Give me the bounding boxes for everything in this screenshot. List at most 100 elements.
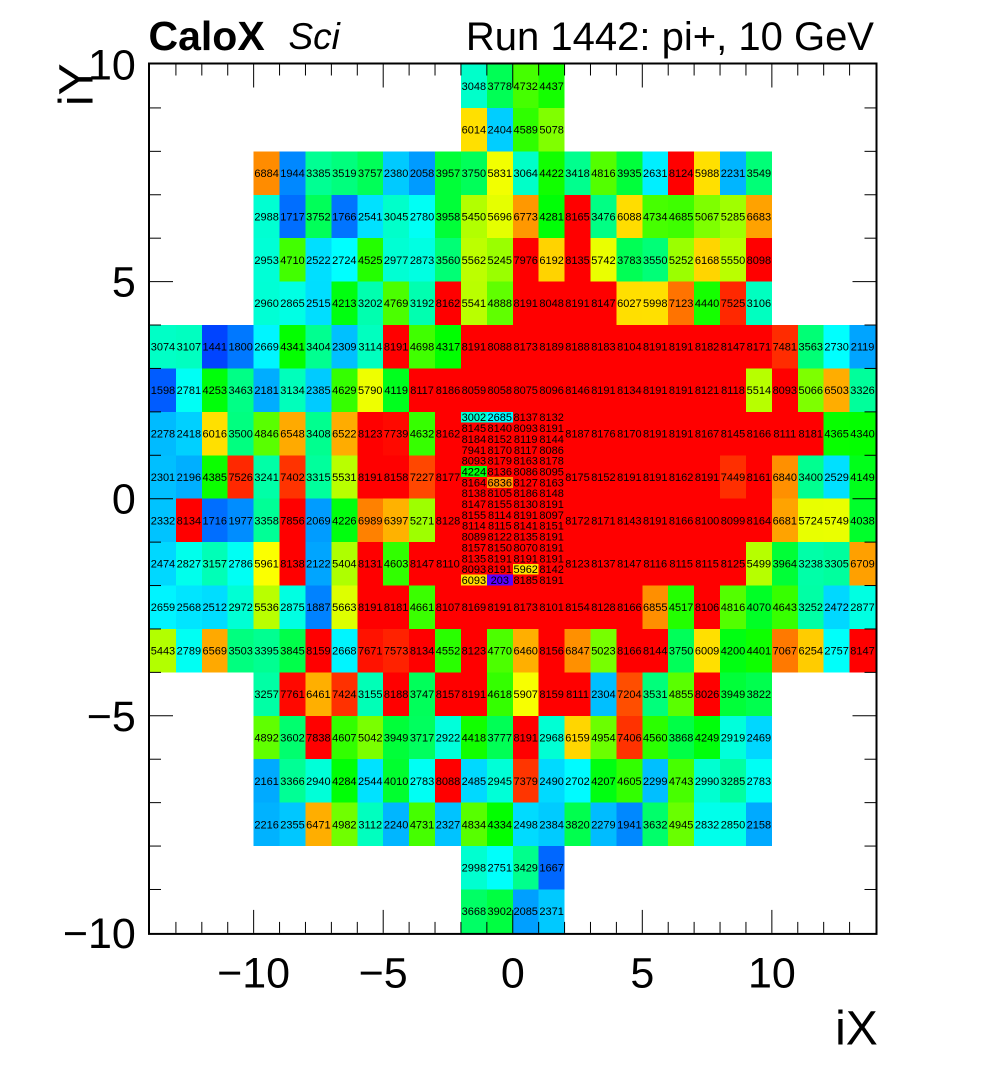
svg-text:8088: 8088	[488, 342, 512, 354]
svg-text:5998: 5998	[643, 298, 667, 310]
svg-text:5042: 5042	[358, 732, 382, 744]
svg-text:−5: −5	[359, 950, 408, 998]
svg-text:3418: 3418	[565, 168, 589, 180]
svg-text:4770: 4770	[488, 646, 512, 658]
svg-text:3777: 3777	[488, 732, 512, 744]
svg-text:5541: 5541	[462, 298, 486, 310]
svg-text:7526: 7526	[228, 472, 252, 484]
svg-text:6709: 6709	[850, 559, 874, 571]
svg-text:5499: 5499	[747, 559, 771, 571]
svg-text:3045: 3045	[384, 211, 408, 223]
svg-text:5: 5	[630, 950, 654, 998]
svg-text:3408: 3408	[306, 428, 330, 440]
svg-text:2631: 2631	[643, 168, 667, 180]
svg-text:2474: 2474	[151, 559, 175, 571]
svg-text:8191: 8191	[488, 602, 512, 614]
svg-text:8188: 8188	[565, 342, 589, 354]
svg-text:3717: 3717	[410, 732, 434, 744]
svg-text:8170: 8170	[488, 445, 512, 457]
svg-text:3949: 3949	[721, 689, 745, 701]
svg-text:3868: 3868	[669, 732, 693, 744]
svg-text:4892: 4892	[254, 732, 278, 744]
svg-text:2968: 2968	[539, 732, 563, 744]
svg-text:8138: 8138	[462, 488, 486, 500]
svg-text:5245: 5245	[488, 255, 512, 267]
svg-text:6471: 6471	[306, 819, 330, 831]
svg-text:8117: 8117	[514, 445, 538, 457]
svg-text:8191: 8191	[669, 385, 693, 397]
svg-text:8178: 8178	[539, 456, 563, 468]
svg-text:4846: 4846	[254, 428, 278, 440]
svg-text:6548: 6548	[280, 428, 304, 440]
svg-text:8155: 8155	[488, 499, 512, 511]
svg-text:2832: 2832	[695, 819, 719, 831]
svg-text:8184: 8184	[462, 434, 486, 446]
svg-text:4605: 4605	[617, 776, 641, 788]
svg-text:−10: −10	[217, 950, 290, 998]
svg-text:3902: 3902	[488, 906, 512, 918]
svg-text:0: 0	[112, 476, 136, 524]
svg-text:8095: 8095	[539, 466, 563, 478]
svg-text:2058: 2058	[410, 168, 434, 180]
svg-text:3134: 3134	[280, 385, 304, 397]
svg-text:Sci: Sci	[289, 16, 342, 57]
svg-text:5749: 5749	[824, 515, 848, 527]
svg-text:8123: 8123	[462, 646, 486, 658]
svg-text:8134: 8134	[410, 646, 434, 658]
svg-text:2922: 2922	[436, 732, 460, 744]
svg-text:3305: 3305	[824, 559, 848, 571]
svg-text:10: 10	[748, 950, 796, 998]
svg-text:8162: 8162	[436, 428, 460, 440]
svg-text:2181: 2181	[254, 385, 278, 397]
svg-text:4816: 4816	[591, 168, 615, 180]
svg-text:3632: 3632	[643, 819, 667, 831]
svg-text:3106: 3106	[747, 298, 771, 310]
svg-text:8186: 8186	[436, 385, 460, 397]
svg-text:4732: 4732	[513, 81, 537, 93]
svg-text:1441: 1441	[203, 342, 227, 354]
svg-text:2668: 2668	[332, 646, 356, 658]
svg-text:2085: 2085	[513, 906, 537, 918]
svg-text:5988: 5988	[695, 168, 719, 180]
svg-text:8111: 8111	[773, 428, 796, 440]
svg-text:8191: 8191	[462, 342, 486, 354]
svg-text:2299: 2299	[643, 776, 667, 788]
svg-text:4149: 4149	[850, 472, 874, 484]
svg-text:6027: 6027	[617, 298, 641, 310]
svg-text:6683: 6683	[747, 211, 771, 223]
svg-text:4401: 4401	[747, 646, 771, 658]
svg-text:8147: 8147	[721, 342, 745, 354]
svg-text:5067: 5067	[695, 211, 719, 223]
svg-text:8151: 8151	[539, 521, 563, 533]
svg-text:8191: 8191	[565, 298, 589, 310]
svg-text:4440: 4440	[695, 298, 719, 310]
svg-text:4629: 4629	[332, 385, 356, 397]
svg-text:8121: 8121	[695, 385, 719, 397]
svg-text:8147: 8147	[410, 559, 434, 571]
svg-text:8191: 8191	[539, 499, 563, 511]
svg-text:3778: 3778	[488, 81, 512, 93]
svg-text:8181: 8181	[384, 602, 408, 614]
svg-text:3404: 3404	[306, 342, 330, 354]
svg-text:6836: 6836	[488, 477, 512, 489]
svg-text:4603: 4603	[384, 559, 408, 571]
svg-text:2355: 2355	[280, 819, 304, 831]
svg-text:8128: 8128	[591, 602, 615, 614]
svg-text:7671: 7671	[358, 646, 382, 658]
svg-text:8107: 8107	[436, 602, 460, 614]
svg-text:2385: 2385	[306, 385, 330, 397]
svg-text:6569: 6569	[203, 646, 227, 658]
svg-text:7941: 7941	[462, 445, 486, 457]
svg-text:8115: 8115	[695, 559, 719, 571]
svg-text:8177: 8177	[436, 472, 460, 484]
svg-text:7424: 7424	[332, 689, 356, 701]
svg-text:3385: 3385	[306, 168, 330, 180]
svg-text:8098: 8098	[747, 255, 771, 267]
svg-text:8166: 8166	[617, 602, 641, 614]
svg-text:3500: 3500	[228, 428, 252, 440]
svg-text:2485: 2485	[462, 776, 486, 788]
svg-text:2404: 2404	[488, 125, 512, 137]
svg-text:3241: 3241	[254, 472, 278, 484]
svg-text:3192: 3192	[410, 298, 434, 310]
svg-text:8117: 8117	[410, 385, 434, 397]
